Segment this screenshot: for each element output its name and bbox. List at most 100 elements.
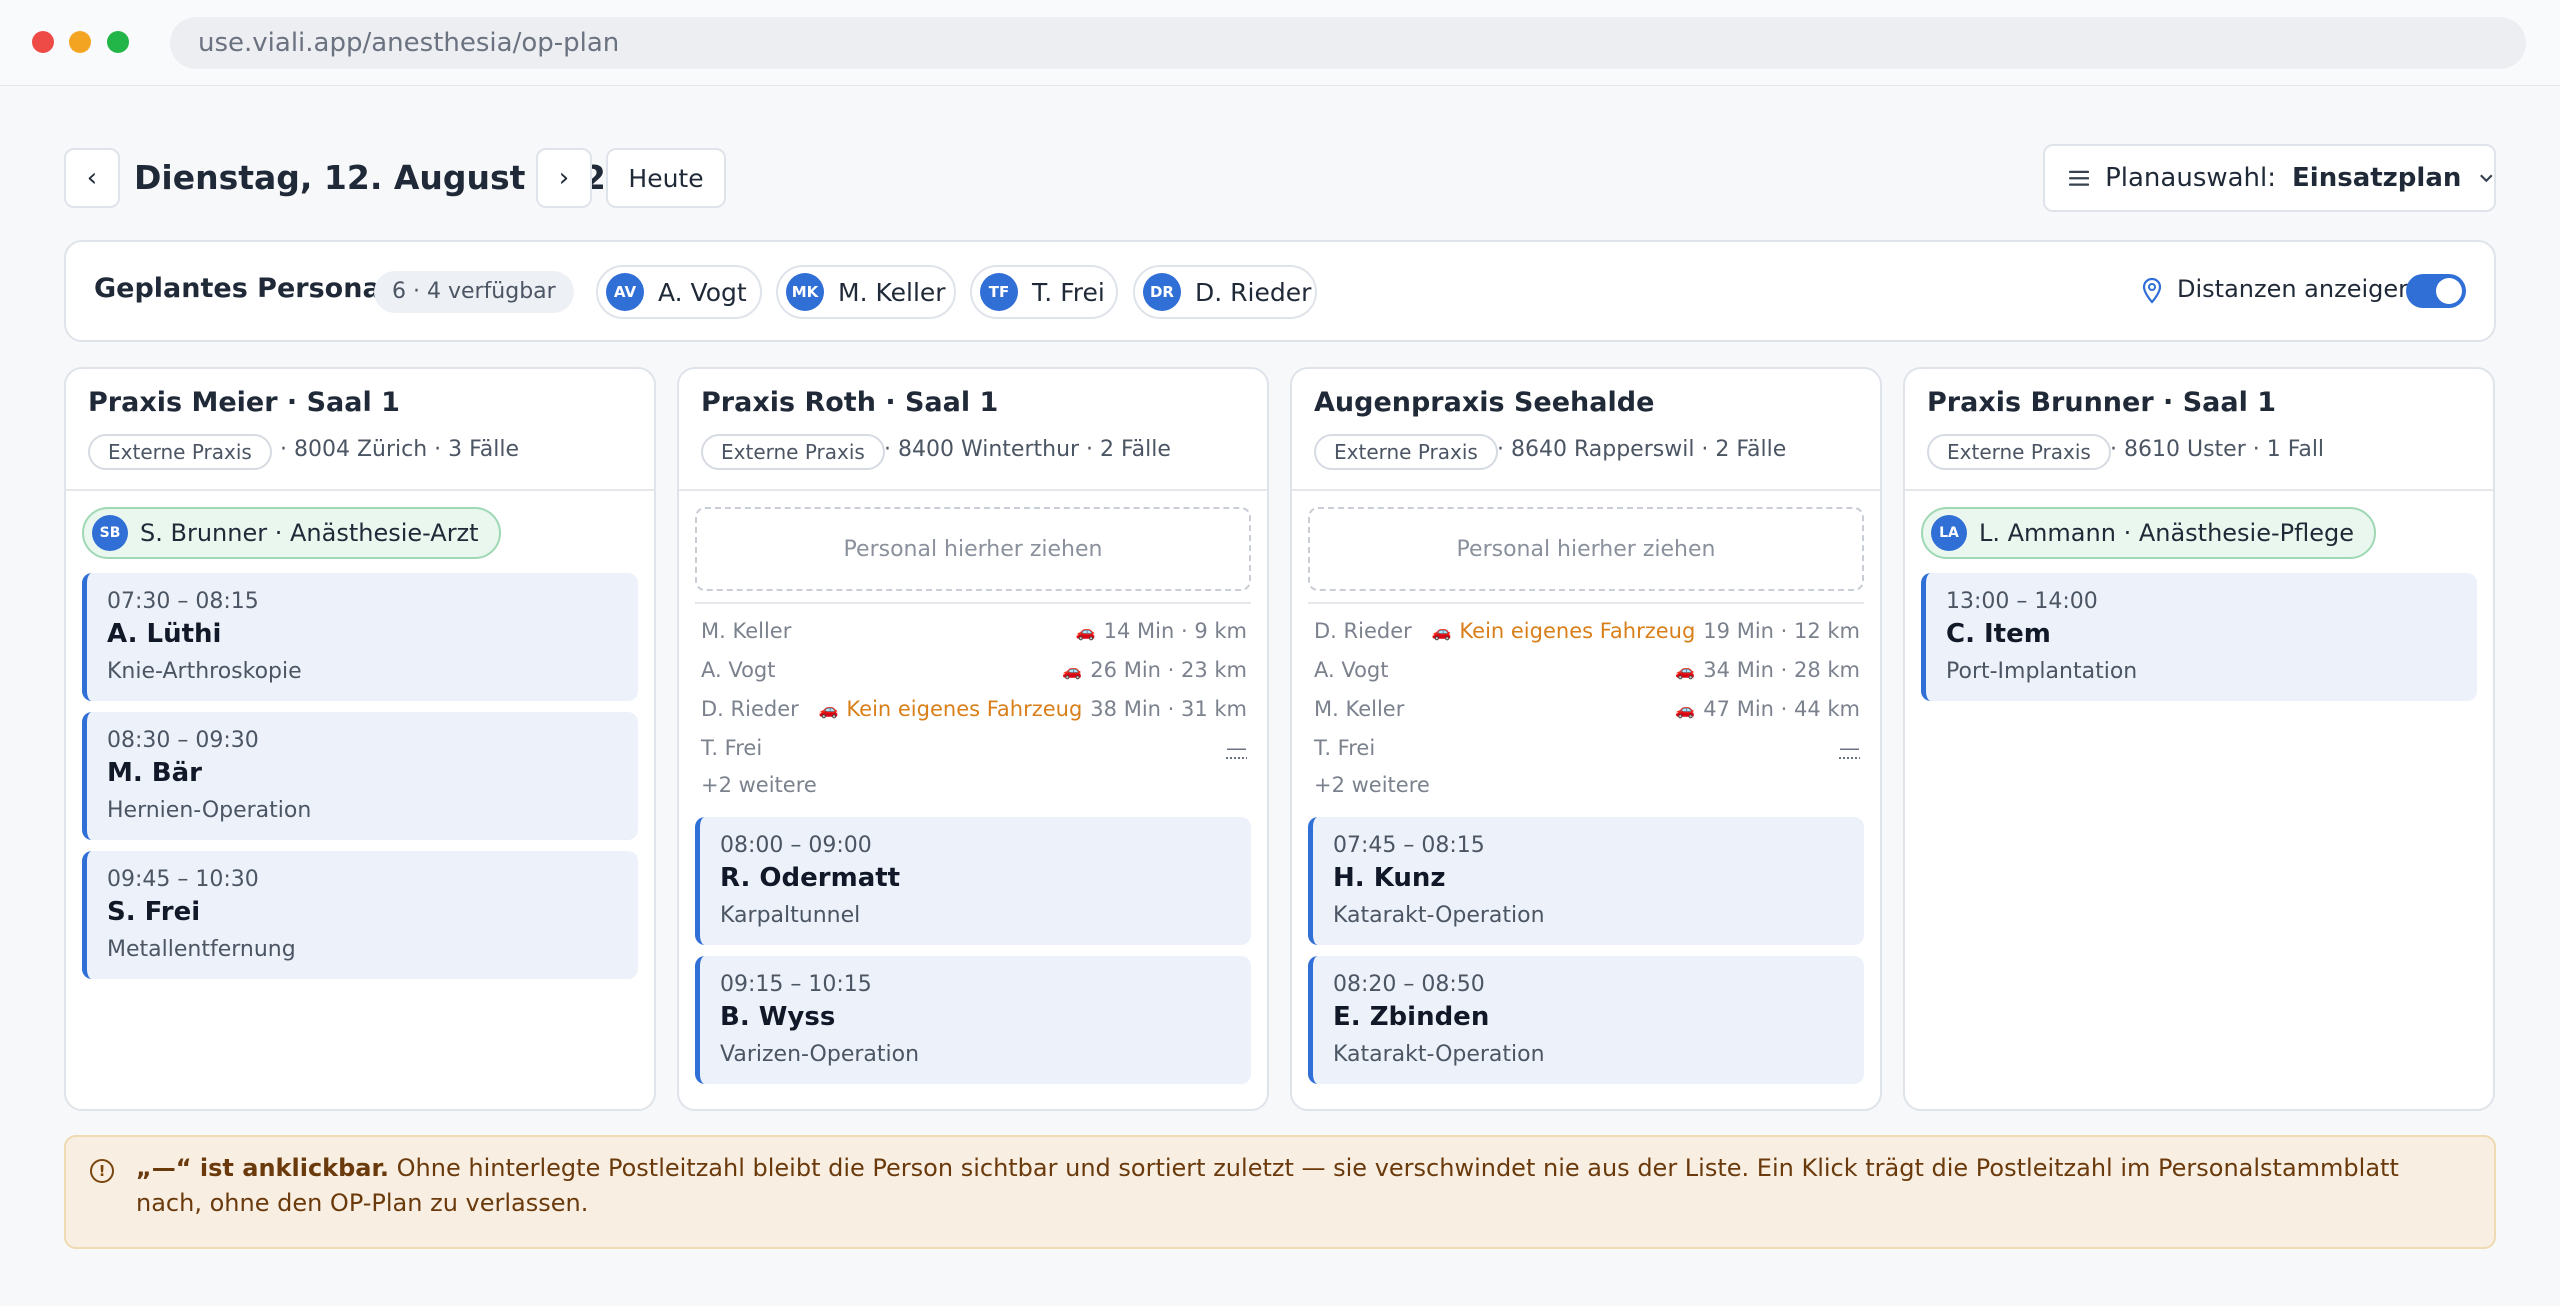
window-minimize-button[interactable] (69, 31, 91, 53)
case-patient: R. Odermatt (720, 863, 901, 893)
room-header: Praxis Meier · Saal 1 Externe Praxis · 8… (66, 369, 654, 491)
missing-zip-link[interactable]: — (1839, 736, 1860, 760)
divider (695, 602, 1251, 604)
distance-toggle[interactable] (2406, 274, 2466, 308)
car-icon: 🚗 (1062, 660, 1083, 680)
room-type-tag: Externe Praxis (1927, 434, 2111, 470)
more-staff-link[interactable]: +2 weitere (1314, 773, 1430, 797)
room-header: Augenpraxis Seehalde Externe Praxis · 86… (1292, 369, 1880, 491)
case-card[interactable]: 08:30 – 09:30 M. Bär Hernien-Operation (82, 712, 638, 840)
info-notice: ! „—“ ist anklickbar. Ohne hinterlegte P… (64, 1135, 2496, 1249)
case-time: 09:45 – 10:30 (107, 867, 259, 892)
case-patient: S. Frei (107, 897, 201, 927)
distance-row: T. Frei — (701, 736, 1247, 766)
distance-value: 38 Min · 31 km (1090, 697, 1247, 721)
distance-value: 26 Min · 23 km (1090, 658, 1247, 682)
distance-name: A. Vogt (701, 658, 776, 682)
notice-bold: „—“ ist anklickbar. (136, 1154, 390, 1182)
room-header: Praxis Brunner · Saal 1 Externe Praxis ·… (1905, 369, 2493, 491)
case-procedure: Metallentfernung (107, 937, 296, 962)
room-meta: · 8400 Winterthur · 2 Fälle (884, 437, 1171, 462)
distance-row: M. Keller 🚗 14 Min · 9 km (701, 619, 1247, 649)
case-time: 07:45 – 08:15 (1333, 833, 1485, 858)
staff-chip-name: D. Rieder (1195, 277, 1312, 307)
window-close-button[interactable] (32, 31, 54, 53)
missing-zip-link[interactable]: — (1226, 736, 1247, 760)
case-patient: B. Wyss (720, 1002, 836, 1032)
case-patient: M. Bär (107, 758, 202, 788)
distance-value: 34 Min · 28 km (1703, 658, 1860, 682)
room-meta: · 8640 Rapperswil · 2 Fälle (1497, 437, 1787, 462)
plan-select[interactable]: Planauswahl: Einsatzplan (2043, 144, 2496, 212)
assigned-staff-label: L. Ammann · Anästhesie-Pflege (1979, 519, 2354, 547)
alert-circle-icon: ! (90, 1159, 114, 1183)
case-card[interactable]: 07:45 – 08:15 H. Kunz Katarakt-Operation (1308, 817, 1864, 945)
case-patient: C. Item (1946, 619, 2051, 649)
case-time: 08:20 – 08:50 (1333, 972, 1485, 997)
room-title: Praxis Meier · Saal 1 (88, 387, 400, 418)
distance-row: D. Rieder 🚗 Kein eigenes Fahrzeug 19 Min · … (1314, 619, 1860, 649)
room-meta: · 8610 Uster · 1 Fall (2110, 437, 2325, 462)
prev-day-button[interactable]: ‹ (64, 148, 120, 208)
distance-value: 14 Min · 9 km (1103, 619, 1247, 643)
case-procedure: Hernien-Operation (107, 798, 312, 823)
case-card[interactable]: 09:15 – 10:15 B. Wyss Varizen-Operation (695, 956, 1251, 1084)
distance-value: 47 Min · 44 km (1703, 697, 1860, 721)
avatar: SB (92, 515, 128, 551)
next-day-button[interactable]: › (536, 148, 592, 208)
room-title: Praxis Roth · Saal 1 (701, 387, 999, 418)
case-card[interactable]: 09:45 – 10:30 S. Frei Metallentfernung (82, 851, 638, 979)
address-bar[interactable]: use.viali.app/anesthesia/op-plan (170, 17, 2526, 69)
no-vehicle-warning: Kein eigenes Fahrzeug (1459, 619, 1696, 643)
distance-row: M. Keller 🚗 47 Min · 44 km (1314, 697, 1860, 727)
more-staff-link[interactable]: +2 weitere (701, 773, 817, 797)
room-title: Praxis Brunner · Saal 1 (1927, 387, 2277, 418)
case-patient: H. Kunz (1333, 863, 1446, 893)
staff-chip-name: A. Vogt (658, 277, 747, 307)
menu-icon (2069, 170, 2090, 186)
case-card[interactable]: 08:20 – 08:50 E. Zbinden Katarakt-Operatio… (1308, 956, 1864, 1084)
today-button[interactable]: Heute (606, 148, 726, 208)
staff-chip-vogt[interactable]: AV A. Vogt (596, 265, 762, 319)
distance-row: A. Vogt 🚗 34 Min · 28 km (1314, 658, 1860, 688)
staff-drop-zone[interactable]: Personal hierher ziehen (695, 507, 1251, 591)
distance-value: 19 Min · 12 km (1703, 619, 1860, 643)
case-card[interactable]: 08:00 – 09:00 R. Odermatt Karpaltunnel (695, 817, 1251, 945)
plan-select-value: Einsatzplan (2292, 163, 2462, 193)
car-warning-icon: 🚗 (1431, 621, 1452, 641)
distance-row: D. Rieder 🚗 Kein eigenes Fahrzeug 38 Min · … (701, 697, 1247, 727)
distance-name: D. Rieder (1314, 619, 1412, 643)
chevron-down-icon (2480, 174, 2493, 183)
room-column: Praxis Meier · Saal 1 Externe Praxis · 8… (64, 367, 656, 1111)
staff-chip-rieder[interactable]: DR D. Rieder (1133, 265, 1317, 319)
staff-chip-frei[interactable]: TF T. Frei (970, 265, 1118, 319)
distance-toggle-label: Distanzen anzeigen (2177, 275, 2414, 303)
window-maximize-button[interactable] (107, 31, 129, 53)
map-pin-icon (2142, 277, 2162, 304)
car-icon: 🚗 (1675, 660, 1696, 680)
case-procedure: Port-Implantation (1946, 659, 2138, 684)
case-card[interactable]: 13:00 – 14:00 C. Item Port-Implantation (1921, 573, 2477, 701)
case-procedure: Knie-Arthroskopie (107, 659, 302, 684)
distance-name: T. Frei (1314, 736, 1376, 760)
staff-drop-zone[interactable]: Personal hierher ziehen (1308, 507, 1864, 591)
case-time: 08:30 – 09:30 (107, 728, 259, 753)
avatar: MK (786, 273, 824, 311)
car-icon: 🚗 (1075, 621, 1096, 641)
room-column: Augenpraxis Seehalde Externe Praxis · 86… (1290, 367, 1882, 1111)
room-type-tag: Externe Praxis (88, 434, 272, 470)
staff-chip-keller[interactable]: MK M. Keller (776, 265, 956, 319)
room-column: Praxis Brunner · Saal 1 Externe Praxis ·… (1903, 367, 2495, 1111)
case-patient: E. Zbinden (1333, 1002, 1490, 1032)
avatar: LA (1931, 515, 1967, 551)
staff-chip-name: T. Frei (1032, 277, 1105, 307)
assigned-staff-pill[interactable]: LA L. Ammann · Anästhesie-Pflege (1921, 507, 2376, 559)
case-procedure: Karpaltunnel (720, 903, 861, 928)
case-card[interactable]: 07:30 – 08:15 A. Lüthi Knie-Arthroskopie (82, 573, 638, 701)
planned-staff-title: Geplantes Personal (94, 273, 390, 304)
case-patient: A. Lüthi (107, 619, 222, 649)
avatar: TF (980, 273, 1018, 311)
assigned-staff-pill[interactable]: SB S. Brunner · Anästhesie-Arzt (82, 507, 501, 559)
distance-name: M. Keller (701, 619, 792, 643)
notice-text: Ohne hinterlegte Postleitzahl bleibt die… (136, 1154, 2399, 1217)
